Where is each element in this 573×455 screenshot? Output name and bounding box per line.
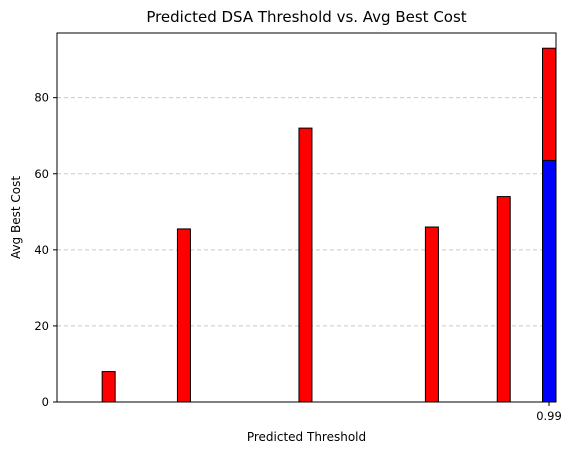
x-ticks: 0.99 — [536, 402, 562, 423]
bar — [496, 196, 511, 403]
bar — [424, 226, 439, 403]
x-tick-label: 0.99 — [536, 409, 562, 423]
bar — [298, 127, 313, 403]
axes — [56, 32, 557, 403]
y-tick-label: 80 — [34, 91, 49, 105]
y-tick-label: 60 — [34, 167, 49, 181]
y-tick-label: 20 — [34, 319, 49, 333]
bar — [101, 371, 116, 403]
plot-frame — [56, 32, 557, 403]
bar — [542, 159, 556, 403]
bars — [101, 47, 556, 403]
x-axis-label: Predicted Threshold — [247, 430, 366, 444]
y-ticks: 0 20 40 60 80 — [34, 91, 57, 409]
gridlines — [57, 97, 556, 327]
y-tick-label: 0 — [42, 395, 49, 409]
chart-title: Predicted DSA Threshold vs. Avg Best Cos… — [146, 8, 466, 26]
bar — [176, 228, 191, 403]
y-axis-label: Avg Best Cost — [9, 176, 23, 259]
y-tick-label: 40 — [34, 243, 49, 257]
